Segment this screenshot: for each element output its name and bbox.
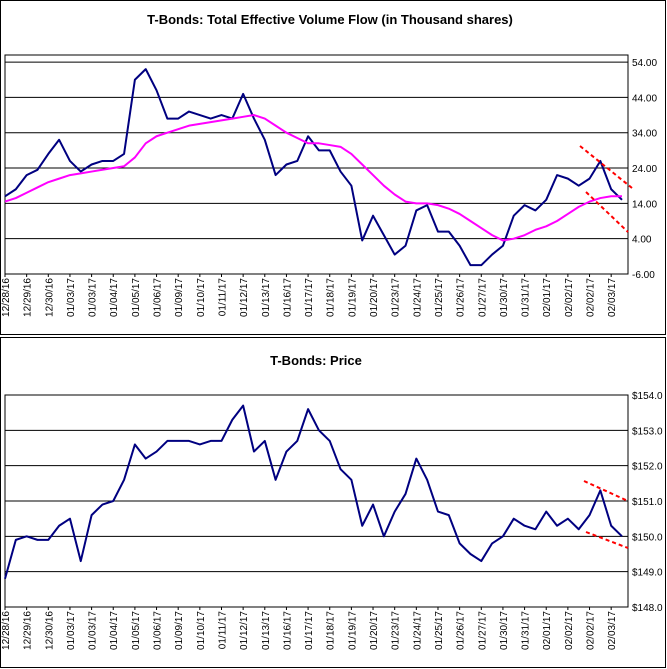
x-tick-label: 01/03/17 bbox=[66, 278, 77, 317]
x-tick-label: 02/02/17 bbox=[586, 278, 597, 317]
chart-title: T-Bonds: Price bbox=[270, 353, 362, 368]
x-tick-label: 01/25/17 bbox=[434, 611, 445, 650]
x-tick-label: 01/03/17 bbox=[88, 611, 99, 650]
x-tick-label: 01/17/17 bbox=[304, 611, 315, 650]
x-tick-label: 01/05/17 bbox=[131, 611, 142, 650]
x-tick-label: 01/23/17 bbox=[391, 278, 402, 317]
x-tick-label: 01/17/17 bbox=[304, 278, 315, 317]
x-tick-label: 01/30/17 bbox=[499, 278, 510, 317]
x-tick-label: 01/27/17 bbox=[477, 611, 488, 650]
x-tick-label: 01/09/17 bbox=[174, 611, 185, 650]
x-tick-label: 01/16/17 bbox=[282, 611, 293, 650]
x-tick-label: 02/02/17 bbox=[564, 278, 575, 317]
x-tick-label: 12/28/16 bbox=[1, 611, 12, 650]
x-tick-label: 01/24/17 bbox=[412, 278, 423, 317]
x-tick-label: 12/30/16 bbox=[44, 611, 55, 650]
y-tick-label: $153.0 bbox=[632, 426, 663, 437]
panel-frame bbox=[0, 0, 666, 335]
y-tick-label: 34.00 bbox=[632, 129, 657, 140]
plot-area bbox=[4, 54, 629, 275]
x-tick-label: 01/27/17 bbox=[477, 278, 488, 317]
y-tick-label: -6.00 bbox=[632, 270, 655, 281]
x-tick-label: 01/30/17 bbox=[499, 611, 510, 650]
y-tick-label: 4.00 bbox=[632, 235, 652, 246]
x-tick-label: 01/25/17 bbox=[434, 278, 445, 317]
x-tick-label: 01/04/17 bbox=[109, 611, 120, 650]
y-tick-label: $154.0 bbox=[632, 391, 663, 402]
x-tick-label: 01/06/17 bbox=[153, 278, 164, 317]
x-tick-label: 02/03/17 bbox=[607, 611, 618, 650]
x-tick-label: 01/16/17 bbox=[282, 278, 293, 317]
x-tick-label: 01/31/17 bbox=[521, 278, 532, 317]
x-tick-label: 02/01/17 bbox=[542, 611, 553, 650]
x-tick-label: 01/19/17 bbox=[347, 611, 358, 650]
x-tick-label: 01/05/17 bbox=[131, 278, 142, 317]
y-tick-label: $148.0 bbox=[632, 603, 663, 614]
x-tick-label: 01/26/17 bbox=[456, 278, 467, 317]
x-tick-label: 01/18/17 bbox=[326, 278, 337, 317]
x-tick-label: 02/02/17 bbox=[586, 611, 597, 650]
x-tick-label: 01/03/17 bbox=[88, 278, 99, 317]
y-tick-label: $149.0 bbox=[632, 568, 663, 579]
x-tick-label: 01/11/17 bbox=[217, 278, 228, 317]
x-tick-label: 12/28/16 bbox=[1, 278, 12, 317]
y-tick-label: 44.00 bbox=[632, 93, 657, 104]
x-tick-label: 01/10/17 bbox=[196, 611, 207, 650]
x-tick-label: 01/03/17 bbox=[66, 611, 77, 650]
x-tick-label: 12/29/16 bbox=[23, 611, 34, 650]
trend-line bbox=[585, 531, 629, 549]
x-tick-label: 01/19/17 bbox=[347, 278, 358, 317]
x-tick-label: 12/30/16 bbox=[44, 278, 55, 317]
data-line bbox=[4, 114, 622, 242]
x-tick-label: 01/24/17 bbox=[412, 611, 423, 650]
x-tick-label: 01/10/17 bbox=[196, 278, 207, 317]
x-tick-label: 01/31/17 bbox=[521, 611, 532, 650]
x-tick-label: 01/18/17 bbox=[326, 611, 337, 650]
x-tick-label: 01/04/17 bbox=[109, 278, 120, 317]
data-line bbox=[4, 404, 623, 580]
x-tick-label: 01/11/17 bbox=[217, 611, 228, 650]
x-tick-label: 01/13/17 bbox=[261, 611, 272, 650]
x-tick-label: 01/26/17 bbox=[456, 611, 467, 650]
x-tick-label: 12/29/16 bbox=[23, 278, 34, 317]
x-tick-label: 01/12/17 bbox=[239, 611, 250, 650]
y-tick-label: $150.0 bbox=[632, 532, 663, 543]
trend-line bbox=[585, 191, 629, 233]
x-tick-label: 01/23/17 bbox=[391, 611, 402, 650]
x-tick-label: 01/12/17 bbox=[239, 278, 250, 317]
y-tick-label: 54.00 bbox=[632, 58, 657, 69]
y-tick-label: $151.0 bbox=[632, 497, 663, 508]
x-tick-label: 02/01/17 bbox=[542, 278, 553, 317]
x-tick-label: 02/03/17 bbox=[607, 278, 618, 317]
chart-title: T-Bonds: Total Effective Volume Flow (in… bbox=[147, 12, 513, 27]
trend-line bbox=[583, 480, 629, 502]
x-tick-label: 01/06/17 bbox=[153, 611, 164, 650]
panel-frame bbox=[0, 337, 666, 668]
x-tick-label: 02/02/17 bbox=[564, 611, 575, 650]
x-tick-label: 01/09/17 bbox=[174, 278, 185, 317]
y-tick-label: $152.0 bbox=[632, 462, 663, 473]
y-tick-label: 24.00 bbox=[632, 164, 657, 175]
x-tick-label: 01/20/17 bbox=[369, 278, 380, 317]
y-tick-label: 14.00 bbox=[632, 199, 657, 210]
x-tick-label: 01/20/17 bbox=[369, 611, 380, 650]
x-tick-label: 01/13/17 bbox=[261, 278, 272, 317]
